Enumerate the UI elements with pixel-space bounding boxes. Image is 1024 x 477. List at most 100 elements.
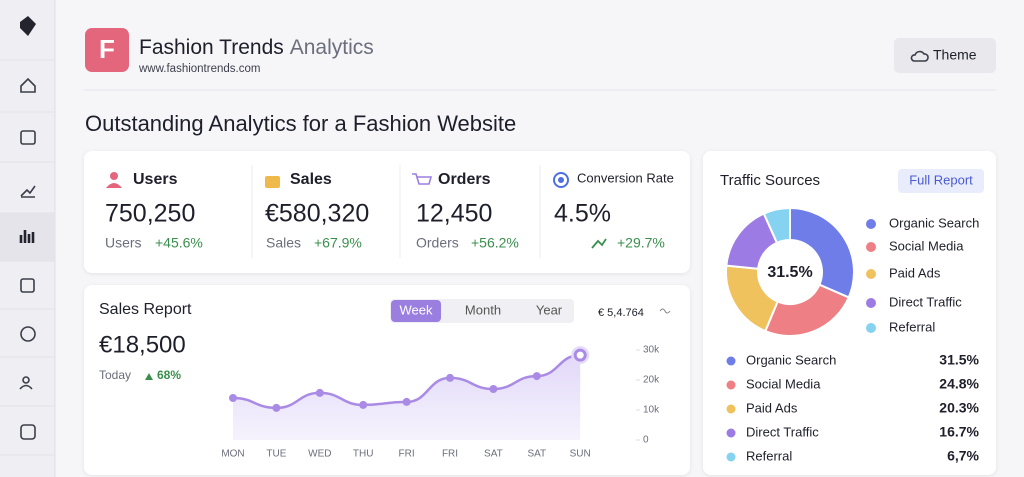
conversion-icon	[553, 172, 569, 188]
inbox-icon[interactable]	[20, 130, 36, 145]
site-name: Fashion Trends	[139, 36, 284, 59]
stat-label: Users	[133, 171, 178, 188]
table-dot	[726, 428, 736, 438]
stat-value: 4.5%	[554, 200, 611, 228]
full-report-button[interactable]	[898, 169, 984, 193]
slice	[789, 206, 855, 299]
point	[489, 385, 498, 393]
legend-label: Organic Search	[889, 215, 979, 230]
users-icon-body	[19, 384, 33, 390]
table-value: 6,7%	[947, 448, 979, 464]
y-tick-label: 20k	[643, 375, 660, 386]
stat-value: 12,450	[416, 200, 492, 228]
sidebar-active[interactable]	[0, 213, 55, 261]
point	[532, 372, 541, 381]
users-icon[interactable]	[22, 376, 30, 384]
point	[315, 388, 324, 397]
traffic-chart: 31.5% Organic Search Organic Search 31.5% So…	[725, 206, 980, 464]
point	[229, 394, 237, 402]
users-icon	[110, 172, 118, 180]
table-name: Referral	[746, 448, 792, 463]
legend-label: Referral	[889, 319, 935, 334]
full-report-label[interactable]: Full Report	[909, 172, 973, 187]
compass-icon[interactable]	[20, 326, 36, 342]
slice	[762, 206, 791, 245]
tab-active[interactable]	[391, 300, 441, 322]
table-dot	[726, 380, 736, 390]
y-tick-label: 0	[643, 435, 649, 446]
tab[interactable]: Year	[536, 302, 563, 317]
sales-icon	[265, 176, 280, 188]
x-tick-label: SAT	[527, 449, 546, 460]
legend-dot	[866, 242, 876, 252]
stat-dividers	[251, 165, 541, 258]
site-title: Fashion Trends Analytics	[139, 36, 374, 59]
y-tick-label: 30k	[643, 345, 660, 356]
table-name: Social Media	[746, 376, 821, 391]
x-tick-label: SUN	[570, 449, 591, 460]
trend-arrow	[591, 238, 607, 249]
check-icon[interactable]	[20, 278, 35, 293]
legend-dot	[866, 219, 876, 229]
site-url: www.fashiontrends.com	[138, 63, 260, 75]
x-tick-label: WED	[308, 449, 331, 460]
squiggle-icon	[659, 308, 671, 314]
point	[272, 403, 281, 412]
table-name: Paid Ads	[746, 400, 798, 415]
point	[573, 348, 587, 362]
legend-dot	[866, 323, 876, 333]
traffic-title: Traffic Sources	[720, 172, 820, 189]
sales-chart: 0 10k 20k 30k MON TUE WED THU FRI FRI SAT SAT SUN	[221, 345, 660, 460]
stat-sub-label: Sales	[266, 235, 301, 251]
cloud-icon	[910, 50, 929, 62]
media-icon[interactable]	[20, 424, 36, 440]
x-tick-label: FRI	[399, 449, 415, 460]
table-name: Direct Traffic	[746, 424, 819, 439]
legend-label: Paid Ads	[889, 265, 941, 280]
table-value: 20.3%	[939, 400, 979, 416]
table-dot	[726, 404, 736, 414]
sidebar	[0, 0, 56, 477]
conversion-icon-dot	[558, 177, 564, 183]
area	[233, 355, 581, 440]
table-value: 31.5%	[939, 352, 979, 368]
sales-change: 68%	[157, 368, 181, 382]
logo-letter: F	[99, 34, 115, 64]
stat-label: Conversion Rate	[577, 170, 674, 185]
table-value: 16.7%	[939, 424, 979, 440]
table-name: Organic Search	[746, 352, 836, 367]
table-dot	[726, 356, 736, 366]
x-tick-label: FRI	[442, 449, 458, 460]
legend-dot	[866, 269, 876, 279]
tab[interactable]: Week	[400, 302, 433, 317]
x-tick-label: SAT	[484, 449, 503, 460]
bars-icon[interactable]	[19, 230, 35, 243]
tab[interactable]: Month	[465, 302, 501, 317]
stat-change: +56.2%	[471, 235, 519, 251]
stat-change: +67.9%	[314, 235, 362, 251]
stats-card	[84, 151, 690, 273]
x-tick-label: TUE	[266, 449, 286, 460]
stat-value: 750,250	[105, 200, 195, 228]
stat-sub-label: Orders	[416, 235, 459, 251]
legend-label: Direct Traffic	[889, 294, 962, 309]
sales-period: Today	[99, 368, 131, 382]
theme-label[interactable]: Theme	[933, 47, 977, 63]
logo	[85, 28, 129, 72]
stat-change: +29.7%	[617, 235, 665, 251]
stat-label: Orders	[438, 171, 491, 188]
site-suffix: Analytics	[290, 36, 374, 59]
stat-sub-label: Users	[105, 235, 142, 251]
stat-label: Sales	[290, 171, 332, 188]
brand-icon	[20, 16, 36, 36]
trend-icon[interactable]	[20, 185, 36, 198]
point	[446, 373, 454, 382]
sales-amount: €18,500	[99, 331, 186, 358]
total-note: € 5,4.764	[598, 307, 644, 319]
page-title: Outstanding Analytics for a Fashion Webs…	[85, 111, 516, 136]
home-icon[interactable]	[20, 77, 36, 93]
point	[402, 397, 411, 406]
theme-button[interactable]	[894, 38, 996, 73]
